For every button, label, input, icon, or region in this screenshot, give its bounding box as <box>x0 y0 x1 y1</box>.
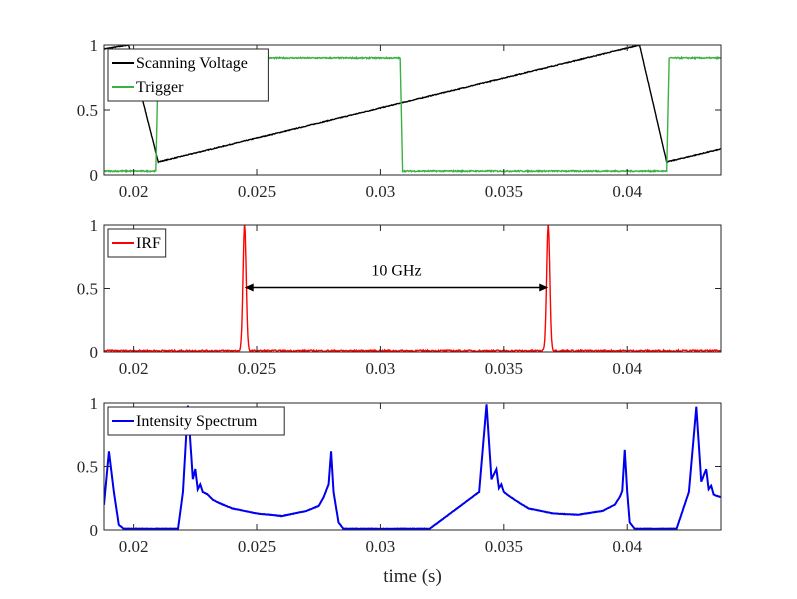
panel-middle: 0.02 0.025 0.03 0.035 0.04 0 0.5 1 IRF 10 GHz <box>77 216 722 378</box>
series-line-scanning-voltage <box>104 45 721 164</box>
legend-label: Trigger <box>136 79 184 96</box>
legend-label: Intensity Spectrum <box>136 413 258 430</box>
y-tick-label: 0.5 <box>77 280 98 299</box>
y-tick-label: 1 <box>90 216 99 235</box>
y-tick-label: 0.5 <box>77 101 98 120</box>
axes-box <box>103 224 722 353</box>
x-tick-label: 0.02 <box>119 182 149 201</box>
x-tick-label: 0.035 <box>485 182 523 201</box>
annotation-arrowhead-right <box>539 283 549 292</box>
annotation-arrowhead-left <box>244 283 254 292</box>
y-tick-label: 1 <box>90 36 99 55</box>
panel-top: 0.02 0.025 0.03 0.035 0.04 0 0.5 1 Scanning Volt… <box>77 36 722 201</box>
y-tick-label: 0 <box>90 343 99 362</box>
y-tick-label: 1 <box>90 394 99 413</box>
x-tick-label: 0.02 <box>119 537 149 556</box>
x-tick-label: 0.04 <box>612 182 642 201</box>
legend-label: IRF <box>136 235 161 252</box>
annotation-label: 10 GHz <box>371 263 421 280</box>
series-line-irf <box>104 225 721 352</box>
x-tick-label: 0.035 <box>485 359 523 378</box>
legend-label: Scanning Voltage <box>136 55 248 72</box>
series-line-intensity-spectrum <box>104 404 721 530</box>
x-tick-label: 0.025 <box>238 537 276 556</box>
x-tick-label: 0.04 <box>612 359 642 378</box>
x-tick-label: 0.025 <box>238 182 276 201</box>
x-tick-label: 0.035 <box>485 537 523 556</box>
y-tick-label: 0 <box>90 521 99 540</box>
x-tick-label: 0.03 <box>366 182 396 201</box>
x-tick-label: 0.02 <box>119 359 149 378</box>
legend-box <box>107 406 285 436</box>
x-tick-label: 0.04 <box>612 537 642 556</box>
x-tick-label: 0.03 <box>366 359 396 378</box>
x-axis-label: time (s) <box>383 566 442 587</box>
y-tick-label: 0.5 <box>77 458 98 477</box>
x-tick-label: 0.025 <box>238 359 276 378</box>
x-tick-label: 0.03 <box>366 537 396 556</box>
y-tick-label: 0 <box>90 166 99 185</box>
panel-bottom: 0.02 0.025 0.03 0.035 0.04 0 0.5 1 Intensity Spe… <box>77 394 722 587</box>
legend-box <box>107 48 269 102</box>
